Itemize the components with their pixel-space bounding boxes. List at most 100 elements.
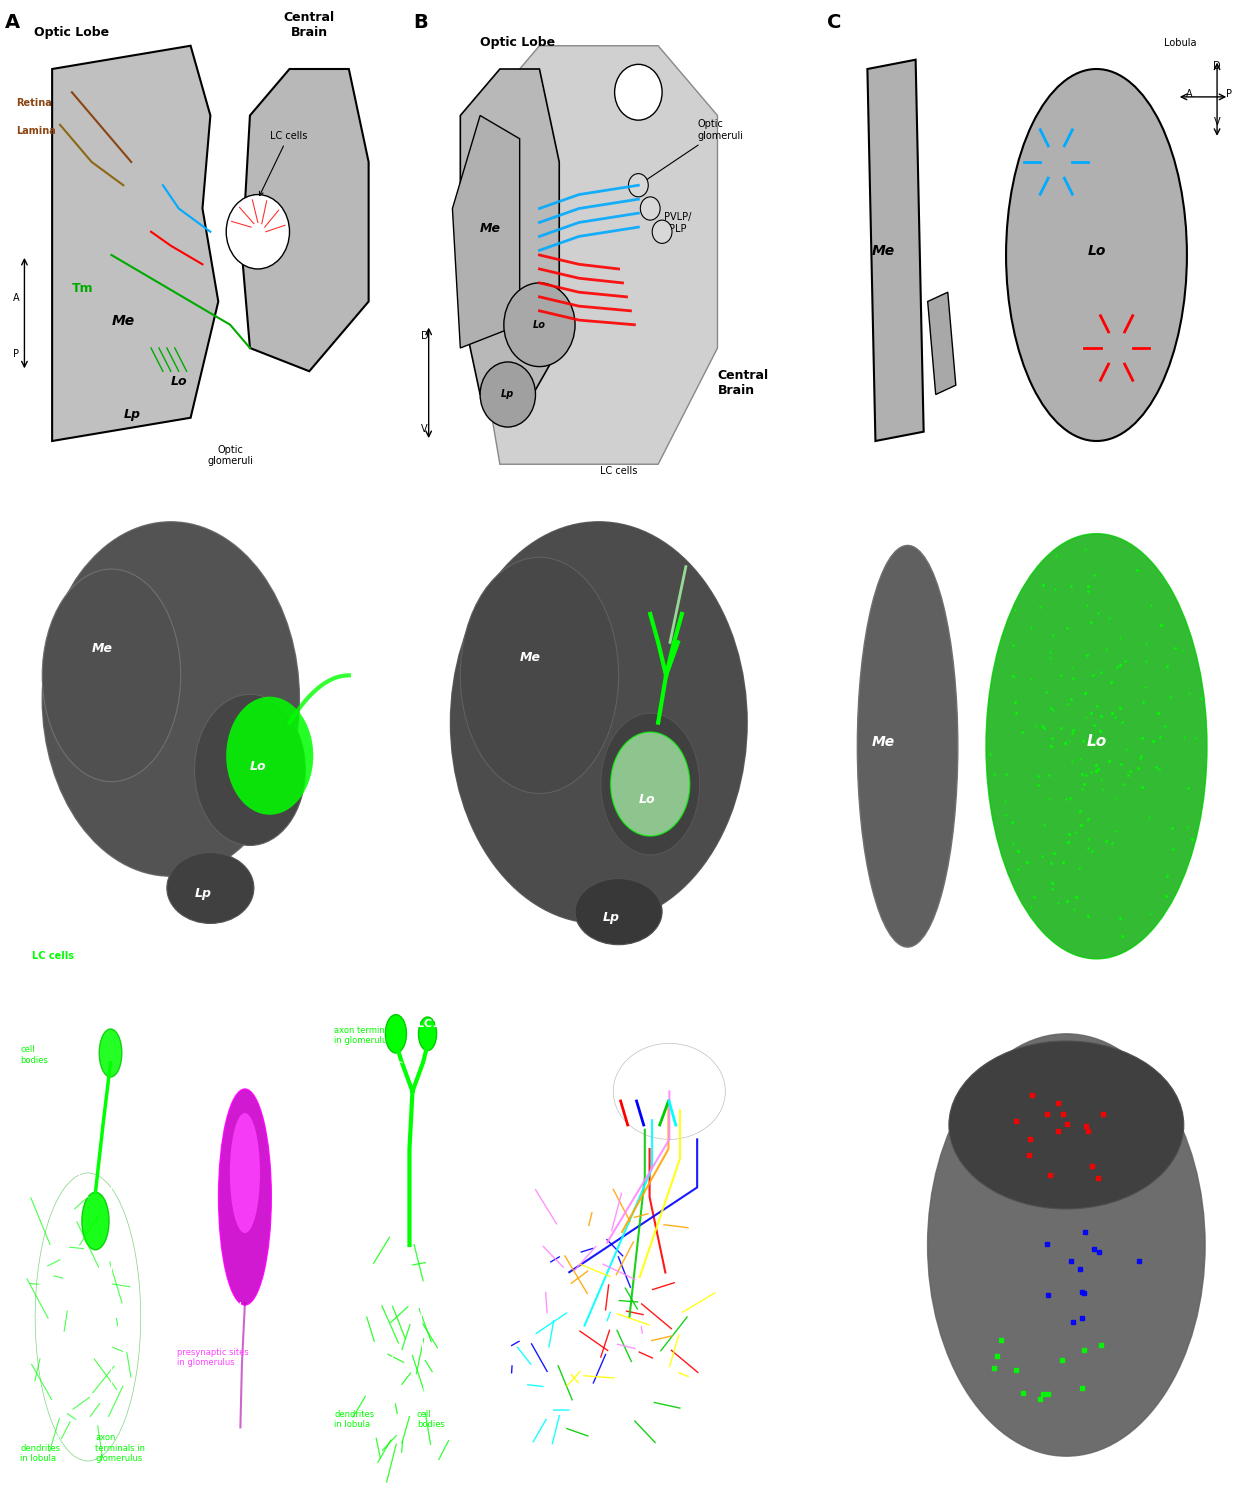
- Text: cell
bodies: cell bodies: [20, 1046, 48, 1065]
- Text: Lobula: Lobula: [1164, 38, 1197, 48]
- Text: Optic Lobe: Optic Lobe: [34, 27, 109, 39]
- Text: V: V: [428, 903, 436, 914]
- Ellipse shape: [1006, 69, 1187, 441]
- Text: axon terminals
in glomerulus: axon terminals in glomerulus: [334, 1026, 397, 1045]
- Text: Me: Me: [520, 651, 540, 664]
- Text: presynaptic sites
in glomerulus: presynaptic sites in glomerulus: [177, 1347, 249, 1366]
- Ellipse shape: [43, 568, 181, 782]
- Text: Lo: Lo: [533, 320, 546, 330]
- Text: Me: Me: [872, 244, 896, 258]
- Polygon shape: [868, 60, 923, 441]
- Ellipse shape: [167, 852, 254, 924]
- Text: Single cells: Single cells: [907, 1454, 970, 1462]
- Text: A: A: [1162, 1035, 1168, 1046]
- Text: A: A: [13, 294, 19, 303]
- Text: J: J: [490, 1020, 496, 1038]
- Circle shape: [652, 220, 672, 243]
- Text: Lo: Lo: [638, 794, 654, 806]
- Text: Lobula: Lobula: [1045, 1020, 1081, 1029]
- Text: LC16: LC16: [678, 524, 712, 537]
- Ellipse shape: [99, 1029, 122, 1077]
- Ellipse shape: [219, 1089, 271, 1305]
- Ellipse shape: [575, 879, 662, 945]
- Text: Me: Me: [92, 642, 113, 656]
- Ellipse shape: [418, 1017, 437, 1050]
- Circle shape: [504, 284, 575, 366]
- Text: V: V: [421, 423, 427, 433]
- Text: E: E: [428, 524, 440, 542]
- Text: dendrites
in lobula: dendrites in lobula: [334, 1410, 374, 1430]
- Text: Lp: Lp: [603, 910, 619, 924]
- Ellipse shape: [927, 1034, 1206, 1456]
- Text: Lo: Lo: [1088, 244, 1105, 258]
- Text: A: A: [1186, 88, 1192, 99]
- Ellipse shape: [610, 732, 690, 836]
- Text: LC cells: LC cells: [33, 951, 74, 962]
- Text: D: D: [428, 847, 436, 856]
- Text: Lp: Lp: [123, 408, 141, 420]
- Text: Lamina: Lamina: [16, 126, 57, 136]
- Ellipse shape: [386, 1014, 407, 1053]
- Ellipse shape: [451, 522, 747, 924]
- Text: LC17: LC17: [252, 1020, 283, 1029]
- Text: C: C: [828, 13, 842, 32]
- Text: A: A: [20, 847, 28, 856]
- Text: Single cells: Single cells: [548, 1454, 612, 1462]
- Polygon shape: [928, 292, 956, 394]
- Polygon shape: [461, 69, 559, 417]
- Text: D: D: [20, 524, 34, 542]
- Text: LC16: LC16: [996, 524, 1030, 537]
- Circle shape: [226, 195, 290, 268]
- Text: P: P: [13, 350, 19, 360]
- Text: LC17: LC17: [270, 524, 304, 537]
- Text: D: D: [1186, 524, 1193, 534]
- Text: LC cells: LC cells: [600, 465, 637, 476]
- Text: LC17: LC17: [95, 1020, 126, 1029]
- Polygon shape: [452, 116, 520, 348]
- Text: Me: Me: [112, 314, 134, 327]
- Text: H: H: [172, 1020, 186, 1038]
- Ellipse shape: [195, 694, 305, 846]
- Text: cell
bodies: cell bodies: [417, 1410, 445, 1430]
- Text: K: K: [819, 1020, 831, 1038]
- Text: I: I: [329, 1020, 335, 1038]
- Text: V: V: [1213, 117, 1221, 128]
- Ellipse shape: [986, 534, 1207, 958]
- Text: V: V: [1186, 558, 1192, 568]
- Ellipse shape: [950, 1041, 1184, 1209]
- Ellipse shape: [226, 696, 313, 814]
- Text: G: G: [15, 1020, 29, 1038]
- Text: Central
Brain: Central Brain: [717, 369, 769, 398]
- Text: Me: Me: [872, 735, 896, 750]
- Text: LC cells: LC cells: [260, 130, 308, 195]
- Circle shape: [628, 174, 648, 196]
- Text: Optic Lobe: Optic Lobe: [480, 36, 555, 48]
- Text: P: P: [1205, 1035, 1211, 1046]
- Text: P: P: [1226, 88, 1232, 99]
- Text: Lp: Lp: [501, 390, 515, 399]
- Text: PVLP/
PLP: PVLP/ PLP: [664, 211, 692, 234]
- Polygon shape: [480, 45, 717, 464]
- Text: D: D: [1213, 62, 1221, 70]
- Text: LC16: LC16: [938, 1020, 968, 1029]
- Text: B: B: [413, 13, 427, 32]
- Text: F: F: [843, 524, 854, 542]
- Text: D: D: [421, 330, 428, 340]
- Polygon shape: [242, 69, 369, 370]
- Text: Lp: Lp: [195, 888, 211, 900]
- Ellipse shape: [461, 558, 618, 794]
- Text: D: D: [1182, 1020, 1189, 1029]
- Text: A: A: [1166, 540, 1172, 550]
- Text: P: P: [1206, 540, 1212, 550]
- Text: Me: Me: [480, 222, 501, 234]
- Ellipse shape: [43, 522, 299, 876]
- Circle shape: [480, 362, 535, 428]
- Ellipse shape: [230, 1113, 260, 1233]
- Text: Optic
glomeruli: Optic glomeruli: [642, 118, 744, 183]
- Text: P: P: [20, 890, 26, 900]
- Text: V: V: [1183, 1054, 1189, 1065]
- Text: A: A: [5, 13, 20, 32]
- Text: Optic
glomeruli: Optic glomeruli: [207, 444, 254, 466]
- Ellipse shape: [858, 546, 958, 946]
- Circle shape: [641, 196, 661, 220]
